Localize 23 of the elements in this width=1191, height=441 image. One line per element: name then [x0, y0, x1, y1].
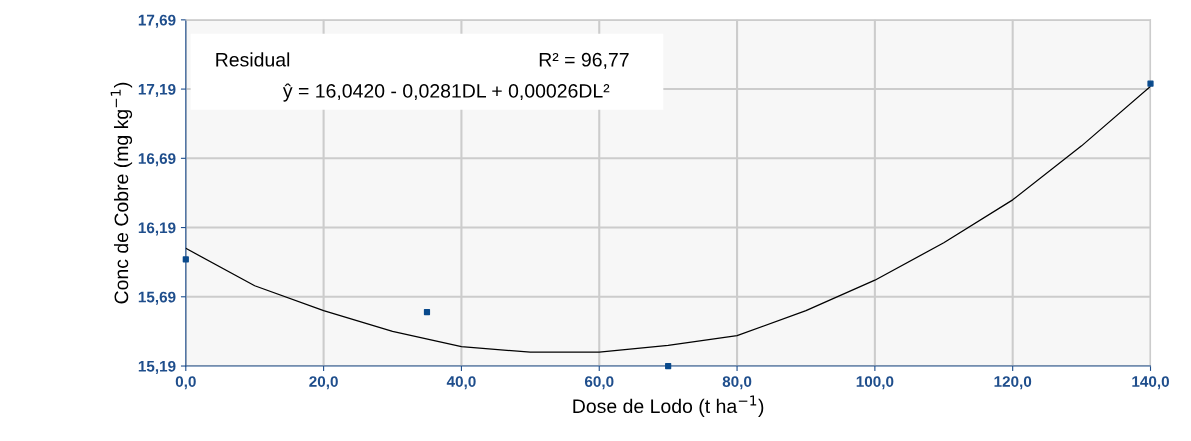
y-tick-label: 15,19	[138, 360, 176, 374]
point	[1147, 80, 1154, 87]
y-tick-label: 17,69	[138, 14, 176, 28]
x-tick-label: 20,0	[309, 376, 338, 390]
x-tick-label: 60,0	[584, 376, 614, 390]
x-tick-label: 0,0	[175, 376, 196, 390]
y-tick-label: 16,69	[138, 153, 176, 167]
x-tick-label: 140,0	[1132, 376, 1169, 390]
point	[423, 308, 431, 316]
y-tick-label: 16,19	[138, 222, 176, 236]
x-tick-label: 80,0	[722, 376, 752, 390]
point	[665, 362, 672, 370]
x-tick-label: 40,0	[446, 376, 476, 390]
x-tick-label: 120,0	[994, 376, 1032, 390]
annotation: ŷ = 16,0420 - 0,0281DL + 0,00026DL²	[282, 83, 610, 102]
annotation: R² = 96,77	[539, 52, 629, 69]
y-tick-label: 15,69	[138, 291, 176, 305]
x-tick-label: 100,0	[856, 376, 894, 390]
annotation: Residual	[216, 52, 290, 67]
point	[182, 256, 189, 263]
y-tick-label: 17,19	[138, 83, 176, 97]
y-axis-title: Conc de Cobre (mg kg$^{−1}$)	[110, 82, 133, 304]
x-axis-title: Dose de Lodo (t ha$^{−1}$)	[573, 395, 764, 417]
